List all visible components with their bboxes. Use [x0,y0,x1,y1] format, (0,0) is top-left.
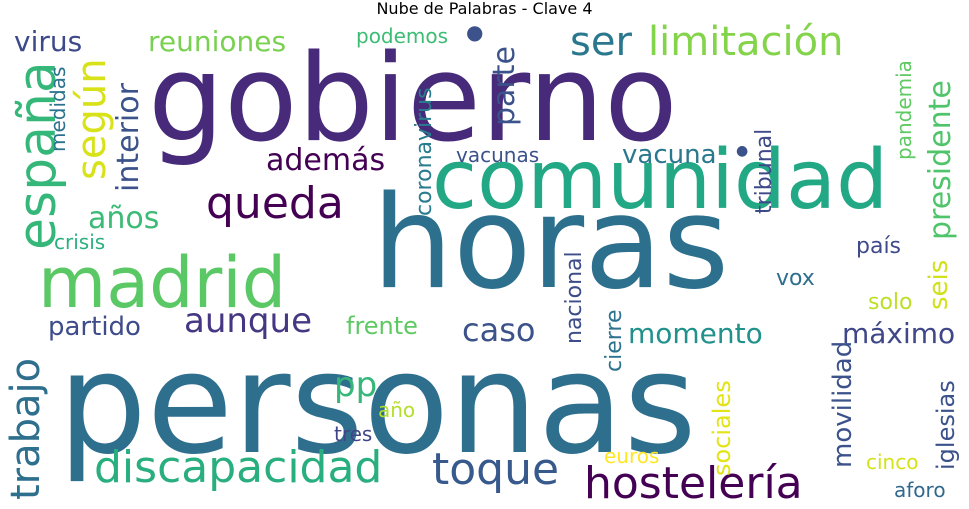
word-crisis: crisis [54,230,106,254]
word-ademas: además [266,143,386,178]
word-iglesias: iglesias [932,380,960,470]
word-partido: partido [48,312,141,342]
word-hosteleria: hostelería [584,458,803,509]
word-trabajo: trabajo [3,357,49,500]
word-horas: horas [372,169,730,318]
word-movilidad: movilidad [828,340,858,468]
word-dot-1: ● [466,20,484,44]
word-pandemia: pandemia [892,60,916,160]
word-discapacidad: discapacidad [94,442,383,493]
word-presidente: presidente [923,80,958,240]
word-frente: frente [346,312,418,340]
word-coronavirus: coronavirus [412,87,437,216]
word-comunidad: comunidad [432,133,889,228]
word-nacional: nacional [562,251,587,344]
word-medidas: medidas [46,66,70,152]
word-ano: año [378,398,416,422]
word-queda: queda [206,178,344,229]
word-momento: momento [628,317,763,350]
word-cinco: cinco [866,450,919,474]
word-seis: seis [924,259,954,310]
wordcloud-title: Nube de Palabras - Clave 4 [376,0,593,18]
word-pais: país [856,234,902,259]
word-vox: vox [776,266,815,291]
word-maximo: máximo [842,317,956,350]
word-interior: interior [111,83,146,192]
word-parte: parte [487,46,522,126]
word-madrid: madrid [38,242,287,324]
word-caso: caso [462,311,536,349]
word-tres: tres [334,422,373,446]
word-ser: ser [570,19,632,65]
word-pp: pp [334,365,378,405]
word-cierre: cierre [602,309,627,373]
word-tribunal: tribunal [752,128,777,214]
word-segun: según [69,58,115,180]
word-anos: años [88,201,160,236]
word-limitacion: limitación [648,19,844,65]
word-aforo: aforo [894,478,946,502]
word-dot-2: ● [736,143,749,159]
word-vacuna: vacuna [622,140,717,170]
word-virus: virus [14,25,83,58]
word-toque: toque [432,444,560,495]
word-podemos: podemos [356,24,449,48]
word-reuniones: reuniones [148,25,287,58]
word-sociales: sociales [708,380,736,476]
word-vacunas: vacunas [456,143,540,167]
word-solo: solo [868,290,913,315]
word-aunque: aunque [184,301,312,341]
word-personas: personas [58,323,697,486]
word-euros: euros [604,444,660,468]
word-gobierno: gobierno [148,30,678,169]
